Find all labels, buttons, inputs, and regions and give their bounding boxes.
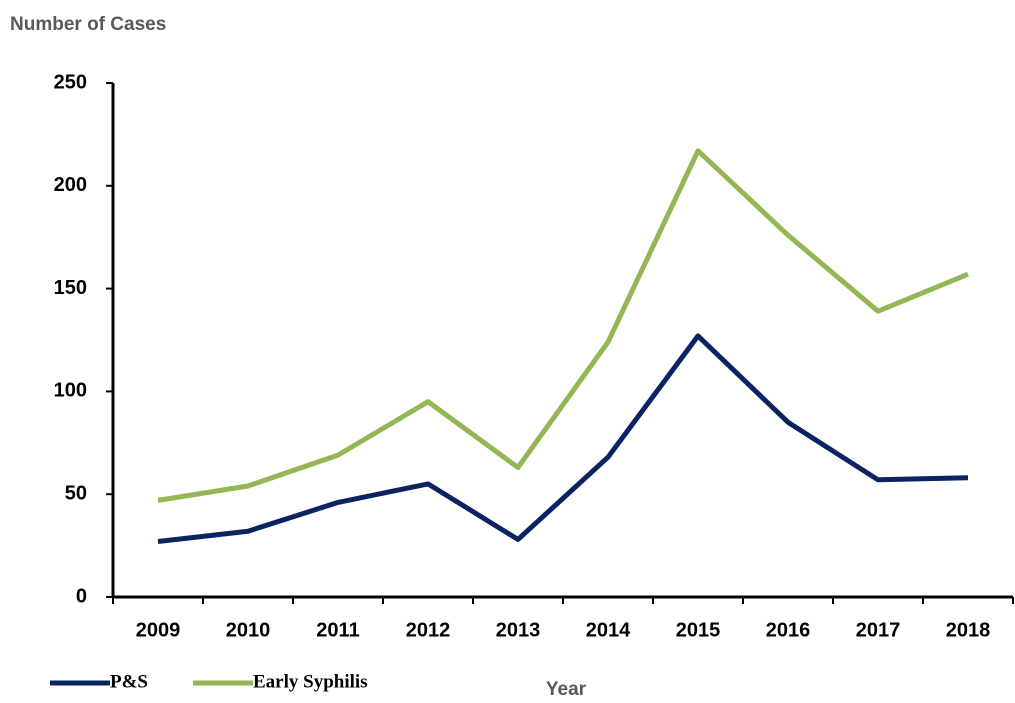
series-line <box>157 148 969 503</box>
x-tick-label: 2018 <box>946 619 991 641</box>
y-tick-label: 0 <box>76 585 87 607</box>
x-tick-label: 2014 <box>586 619 631 641</box>
x-tick-label: 2013 <box>496 619 541 641</box>
y-tick-label: 50 <box>65 482 87 504</box>
x-tick-label: 2015 <box>676 619 721 641</box>
x-tick-label: 2016 <box>766 619 811 641</box>
y-tick-label: 250 <box>54 71 87 93</box>
y-tick-label: 200 <box>54 174 87 196</box>
x-tick-label: 2012 <box>406 619 451 641</box>
y-axis-label: Number of Cases <box>10 14 166 35</box>
x-tick-label: 2011 <box>316 619 359 641</box>
x-tick-label: 2010 <box>226 619 271 641</box>
x-tick-label: 2009 <box>136 619 181 641</box>
series-line <box>157 333 969 544</box>
x-tick-label: 2017 <box>856 619 901 641</box>
y-tick-label: 100 <box>54 380 87 402</box>
x-axis-label: Year <box>546 679 587 700</box>
legend-label: Early Syphilis <box>253 671 368 692</box>
y-tick-label: 150 <box>54 277 87 299</box>
legend-label: P&S <box>110 671 148 692</box>
